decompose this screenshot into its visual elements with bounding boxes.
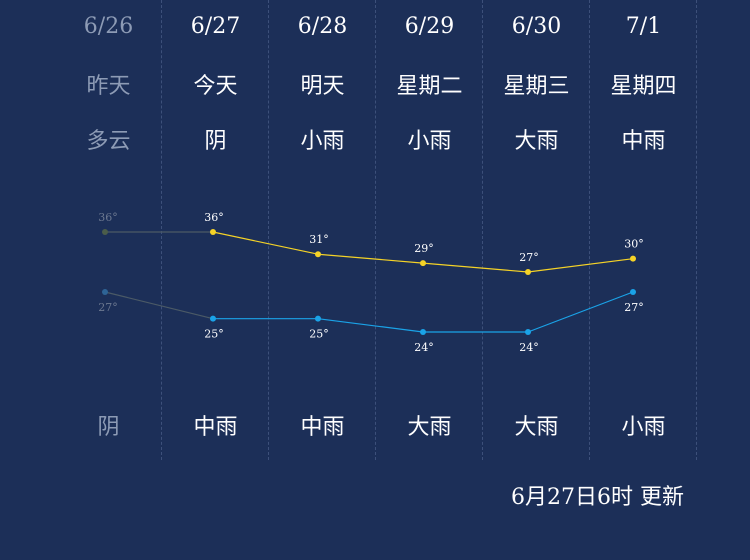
high-temp-line bbox=[317, 253, 424, 264]
day-date: 6/26 bbox=[83, 14, 134, 39]
high-temp-label: 36° bbox=[204, 211, 224, 224]
low-temp-label: 24° bbox=[414, 341, 434, 354]
day-weather: 阴 bbox=[204, 129, 227, 154]
night-weather: 中雨 bbox=[193, 415, 238, 440]
day-column: 6/30 星期三 大雨 大雨 bbox=[483, 0, 590, 460]
column-divider bbox=[375, 0, 376, 460]
high-temp-point bbox=[630, 255, 636, 262]
high-temp-point bbox=[420, 260, 426, 267]
column-divider bbox=[268, 0, 269, 460]
low-temp-point bbox=[630, 289, 636, 295]
high-temp-line bbox=[422, 262, 529, 273]
update-time: 6月27日6时 更新 bbox=[511, 485, 684, 510]
column-divider bbox=[482, 0, 483, 460]
day-name: 星期二 bbox=[396, 74, 463, 99]
day-column: 6/26 昨天多云阴 bbox=[55, 0, 162, 460]
day-weather: 小雨 bbox=[407, 129, 452, 154]
night-weather: 大雨 bbox=[514, 415, 559, 440]
day-date: 6/28 bbox=[297, 14, 348, 39]
day-name: 今天 bbox=[193, 74, 238, 99]
low-temp-label: 27° bbox=[98, 301, 118, 314]
day-name: 明天 bbox=[300, 74, 345, 99]
day-column: 6/28 明天小雨中雨 bbox=[269, 0, 376, 460]
day-weather: 大雨 bbox=[514, 129, 559, 154]
high-temp-label: 30° bbox=[624, 238, 644, 251]
low-temp-label: 25° bbox=[309, 328, 329, 341]
high-temp-label: 29° bbox=[414, 242, 434, 255]
day-column: 6/29 星期二小雨大雨 bbox=[376, 0, 483, 460]
day-weather: 多云 bbox=[86, 129, 131, 154]
night-weather: 大雨 bbox=[407, 415, 452, 440]
high-temp-point bbox=[315, 251, 321, 258]
day-name: 星期四 bbox=[610, 74, 677, 99]
high-temp-label: 27° bbox=[519, 251, 539, 264]
night-weather: 中雨 bbox=[300, 415, 345, 440]
high-temp-point bbox=[210, 229, 216, 235]
low-temp-point bbox=[315, 315, 321, 322]
day-column: 6/27 今天阴中雨 bbox=[162, 0, 269, 460]
night-weather: 阴 bbox=[97, 415, 120, 440]
day-date: 7/1 bbox=[625, 14, 662, 39]
high-temp-point bbox=[525, 269, 531, 275]
day-date: 6/29 bbox=[404, 14, 455, 39]
low-temp-point bbox=[420, 329, 426, 335]
column-divider bbox=[696, 0, 697, 460]
day-date: 6/30 bbox=[511, 14, 562, 39]
day-weather: 中雨 bbox=[621, 129, 666, 154]
high-temp-point bbox=[102, 229, 108, 235]
low-temp-line bbox=[104, 291, 214, 320]
column-divider bbox=[161, 0, 162, 460]
low-temp-label: 27° bbox=[624, 301, 644, 314]
day-name: 昨天 bbox=[86, 74, 131, 99]
low-temp-line bbox=[317, 318, 424, 333]
column-divider bbox=[589, 0, 590, 460]
low-temp-label: 24° bbox=[519, 341, 539, 354]
high-temp-label: 31° bbox=[309, 233, 329, 246]
day-name: 星期三 bbox=[503, 74, 570, 99]
high-temp-line bbox=[212, 231, 319, 255]
day-date: 6/27 bbox=[190, 14, 241, 39]
low-temp-point bbox=[102, 289, 108, 295]
night-weather: 小雨 bbox=[621, 415, 666, 440]
low-temp-line bbox=[527, 291, 634, 333]
day-weather: 小雨 bbox=[300, 129, 345, 154]
low-temp-point bbox=[210, 315, 216, 322]
high-temp-line bbox=[527, 258, 634, 273]
day-column: 7/1 星期四中雨小雨 bbox=[590, 0, 697, 460]
high-temp-label: 36° bbox=[98, 211, 118, 224]
low-temp-point bbox=[525, 329, 531, 335]
low-temp-label: 25° bbox=[204, 328, 224, 341]
